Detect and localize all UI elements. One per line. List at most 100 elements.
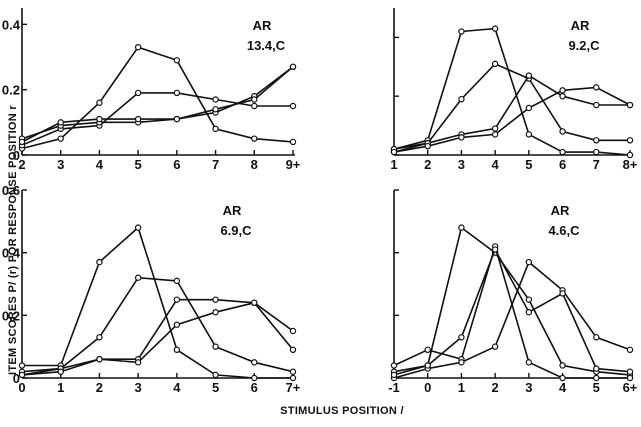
data-point bbox=[134, 89, 142, 97]
x-tick-label: 6 bbox=[559, 157, 566, 172]
series-line-2 bbox=[393, 62, 630, 153]
data-point bbox=[251, 135, 258, 142]
series-line-3 bbox=[21, 66, 294, 140]
data-point bbox=[458, 334, 465, 341]
x-tick-label: 4 bbox=[559, 380, 567, 395]
data-point bbox=[18, 362, 26, 369]
data-point bbox=[134, 44, 142, 51]
data-point bbox=[559, 290, 566, 297]
data-point bbox=[525, 359, 533, 366]
data-point bbox=[134, 224, 142, 231]
data-point bbox=[96, 115, 103, 123]
data-point bbox=[173, 277, 181, 285]
panel-annotation-value: 4.6,C bbox=[548, 223, 580, 238]
data-point bbox=[289, 368, 297, 375]
data-point bbox=[212, 96, 219, 103]
data-point bbox=[491, 25, 499, 32]
y-tick-label: 0.2 bbox=[2, 308, 20, 323]
data-point bbox=[251, 102, 258, 110]
x-tick-label: 2 bbox=[18, 157, 25, 172]
data-point bbox=[593, 374, 600, 382]
data-point bbox=[525, 296, 533, 303]
y-tick-label: 0.6 bbox=[2, 183, 20, 198]
data-point bbox=[491, 343, 499, 350]
data-point bbox=[289, 374, 297, 382]
x-tick-label: 2 bbox=[424, 157, 431, 172]
data-point bbox=[626, 368, 634, 375]
data-point bbox=[251, 96, 258, 103]
data-point bbox=[559, 374, 566, 382]
x-tick-label: 8+ bbox=[623, 157, 638, 172]
data-point bbox=[134, 274, 142, 281]
data-point bbox=[289, 138, 297, 146]
x-tick-label: 6 bbox=[173, 157, 180, 172]
series-line-3 bbox=[393, 74, 630, 150]
x-tick-label: 4 bbox=[492, 157, 500, 172]
series-line-2 bbox=[21, 92, 293, 146]
series-line-4 bbox=[393, 86, 631, 153]
data-point bbox=[212, 309, 219, 316]
x-axis-label: STIMULUS POSITION / bbox=[280, 405, 404, 417]
y-tick-label: 0 bbox=[13, 371, 20, 386]
data-point bbox=[559, 148, 566, 156]
data-point bbox=[424, 362, 431, 369]
x-tick-label: 2 bbox=[492, 380, 499, 395]
data-point bbox=[173, 57, 181, 64]
x-tick-label: 4 bbox=[96, 157, 104, 172]
y-axis-label: ITEM SCORES P/ (r) FOR RESPONSE POSITION… bbox=[7, 105, 19, 375]
data-point bbox=[626, 137, 634, 144]
series-line-3 bbox=[21, 298, 294, 373]
x-tick-label: 3 bbox=[135, 380, 142, 395]
x-tick-label: 5 bbox=[593, 380, 600, 395]
data-point bbox=[289, 346, 297, 353]
data-point bbox=[593, 137, 600, 144]
data-point bbox=[525, 131, 533, 138]
data-point bbox=[626, 346, 634, 353]
data-point bbox=[626, 374, 634, 382]
data-point bbox=[289, 63, 297, 71]
x-tick-label: 2 bbox=[96, 380, 103, 395]
data-point bbox=[173, 321, 181, 328]
data-point bbox=[134, 359, 142, 366]
data-point bbox=[491, 60, 499, 68]
panel-annotation-ar: AR bbox=[571, 18, 590, 33]
data-point bbox=[593, 365, 600, 372]
data-point bbox=[57, 135, 64, 142]
data-point bbox=[458, 224, 465, 231]
panel-annotation-ar: AR bbox=[223, 203, 242, 218]
x-tick-label: 6 bbox=[251, 380, 258, 395]
y-tick-label: 0.4 bbox=[2, 246, 21, 261]
y-tick-label: 0 bbox=[13, 148, 20, 163]
panel-annotation-value: 13.4,C bbox=[247, 38, 286, 53]
data-point bbox=[593, 148, 600, 156]
x-tick-label: 7+ bbox=[286, 380, 301, 395]
x-tick-label: 3 bbox=[458, 157, 465, 172]
x-tick-label: 1 bbox=[390, 157, 397, 172]
data-point bbox=[57, 119, 64, 126]
data-point bbox=[525, 104, 533, 112]
x-tick-label: -1 bbox=[388, 380, 400, 395]
panel-annotation-value: 9.2,C bbox=[568, 38, 600, 53]
data-point bbox=[458, 359, 465, 366]
data-point bbox=[289, 102, 297, 110]
data-point bbox=[626, 151, 634, 159]
x-tick-label: 6+ bbox=[623, 380, 638, 395]
data-point bbox=[96, 356, 103, 363]
data-point bbox=[559, 362, 566, 369]
data-point bbox=[173, 89, 181, 97]
data-point bbox=[390, 362, 398, 369]
x-tick-label: 5 bbox=[525, 157, 532, 172]
data-point bbox=[96, 99, 103, 106]
x-tick-label: 5 bbox=[212, 380, 219, 395]
data-point bbox=[251, 374, 258, 382]
data-point bbox=[626, 101, 634, 109]
x-tick-label: 7 bbox=[593, 157, 600, 172]
data-point bbox=[212, 371, 219, 379]
data-point bbox=[525, 258, 533, 266]
data-point bbox=[57, 368, 64, 375]
x-tick-label: 3 bbox=[57, 157, 64, 172]
panel-annotation-ar: AR bbox=[551, 203, 570, 218]
data-point bbox=[491, 131, 499, 138]
